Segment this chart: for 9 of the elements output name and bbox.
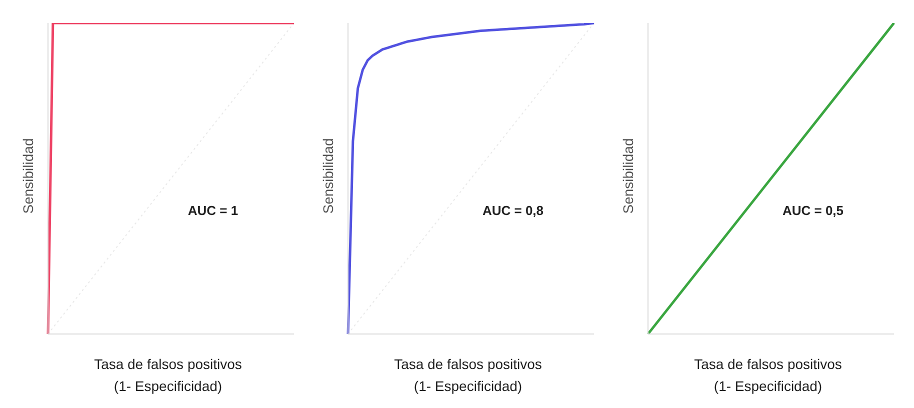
- annotation: AUC = 0,8: [481, 203, 545, 218]
- annotation: AUC = 1: [186, 203, 240, 218]
- x-axis-title: Tasa de falsos positivos (1- Especificidad): [93, 355, 243, 396]
- x-axis-title: Tasa de falsos positivos (1- Especificidad): [693, 355, 843, 396]
- y-axis-title: Sensibilidad: [620, 137, 636, 216]
- y-axis-title: Sensibilidad: [320, 137, 336, 216]
- x-axis-title: Tasa de falsos positivos (1- Especificidad): [393, 355, 543, 396]
- y-axis-title: Sensibilidad: [20, 137, 36, 216]
- annotation: AUC = 0,5: [781, 203, 845, 218]
